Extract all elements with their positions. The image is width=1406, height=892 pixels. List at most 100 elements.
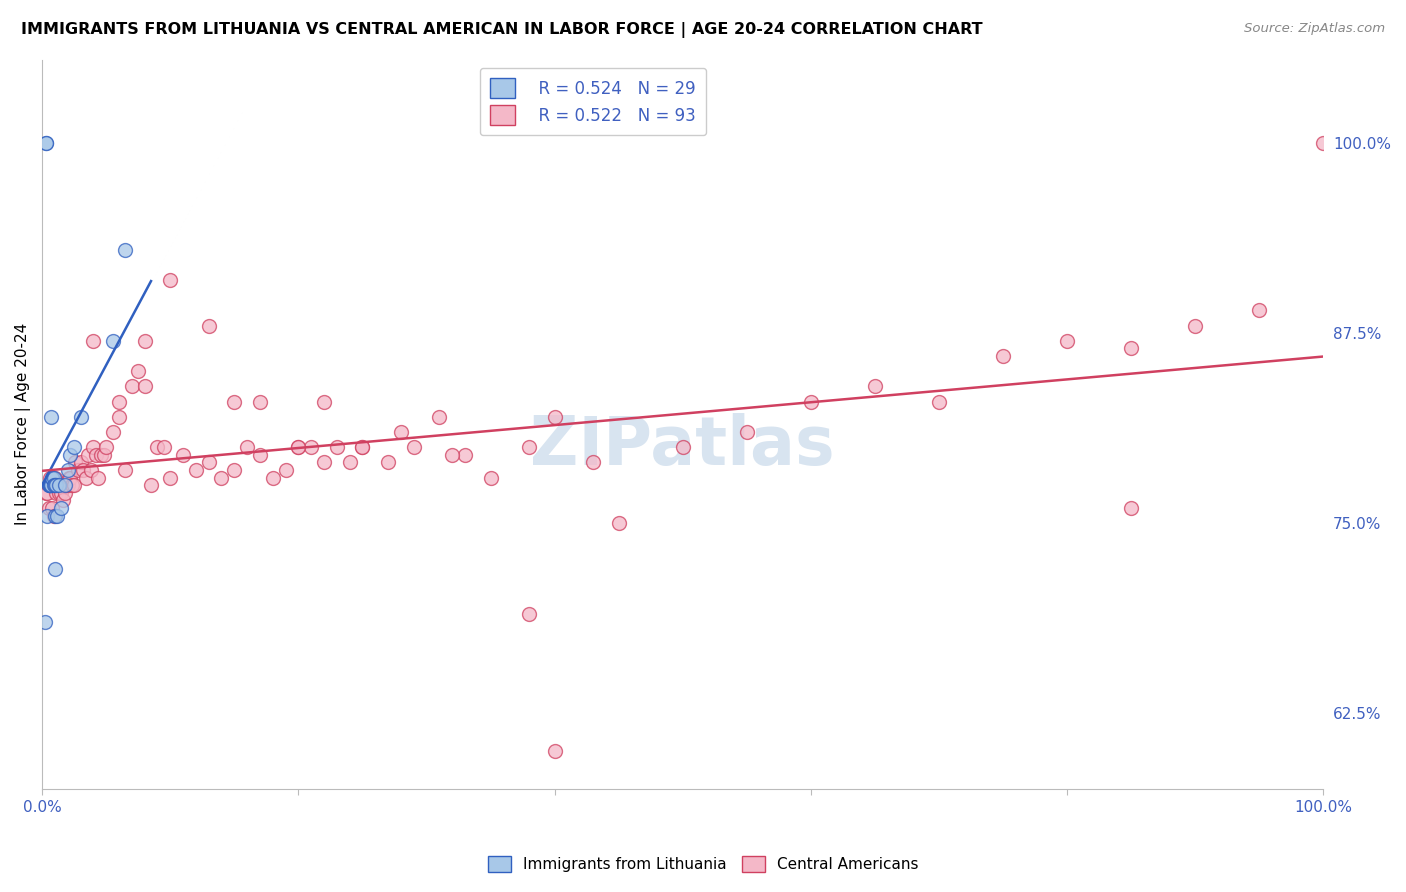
Point <box>172 448 194 462</box>
Point <box>479 470 502 484</box>
Point <box>352 440 374 454</box>
Point <box>127 364 149 378</box>
Point <box>1056 334 1078 348</box>
Point <box>735 425 758 439</box>
Point <box>134 379 156 393</box>
Point <box>66 463 89 477</box>
Point <box>46 478 69 492</box>
Point <box>59 470 82 484</box>
Point <box>262 470 284 484</box>
Point <box>339 455 361 469</box>
Point <box>114 463 136 477</box>
Point <box>38 500 60 515</box>
Point <box>55 478 77 492</box>
Point <box>108 409 131 424</box>
Point <box>44 470 66 484</box>
Point <box>44 478 66 492</box>
Point <box>58 470 80 484</box>
Point <box>90 448 112 462</box>
Point <box>159 470 181 484</box>
Point <box>211 470 233 484</box>
Point <box>274 463 297 477</box>
Point <box>1119 342 1142 356</box>
Legend: Immigrants from Lithuania, Central Americans: Immigrants from Lithuania, Central Ameri… <box>479 848 927 880</box>
Point <box>134 334 156 348</box>
Point <box>35 136 58 151</box>
Point <box>543 744 565 758</box>
Point <box>236 440 259 454</box>
Point <box>38 478 60 492</box>
Point <box>101 425 124 439</box>
Point <box>800 394 823 409</box>
Point <box>45 478 67 492</box>
Point <box>326 440 349 454</box>
Point <box>543 409 565 424</box>
Point <box>35 136 58 151</box>
Point <box>389 425 412 439</box>
Point <box>52 493 75 508</box>
Point <box>80 463 103 477</box>
Point <box>45 485 67 500</box>
Point <box>312 455 335 469</box>
Point <box>41 470 63 484</box>
Point <box>60 478 83 492</box>
Text: ZIPatlas: ZIPatlas <box>530 413 835 479</box>
Point <box>96 440 118 454</box>
Text: IMMIGRANTS FROM LITHUANIA VS CENTRAL AMERICAN IN LABOR FORCE | AGE 20-24 CORRELA: IMMIGRANTS FROM LITHUANIA VS CENTRAL AME… <box>21 22 983 38</box>
Point <box>63 478 86 492</box>
Point <box>59 448 82 462</box>
Point <box>39 478 62 492</box>
Point <box>75 470 97 484</box>
Point <box>77 448 100 462</box>
Point <box>38 478 60 492</box>
Point <box>159 273 181 287</box>
Point <box>39 409 62 424</box>
Point <box>48 485 70 500</box>
Point <box>863 379 886 393</box>
Point <box>1119 500 1142 515</box>
Point <box>41 500 63 515</box>
Point <box>53 485 76 500</box>
Point <box>607 516 630 531</box>
Point <box>312 394 335 409</box>
Point <box>224 463 246 477</box>
Point <box>42 478 65 492</box>
Point <box>402 440 425 454</box>
Point <box>82 440 104 454</box>
Point <box>42 508 65 523</box>
Point <box>56 463 79 477</box>
Point <box>44 562 66 576</box>
Point <box>63 440 86 454</box>
Point <box>299 440 322 454</box>
Point <box>197 318 219 333</box>
Point <box>249 448 271 462</box>
Point <box>38 478 60 492</box>
Point <box>672 440 695 454</box>
Point <box>224 394 246 409</box>
Point <box>53 478 76 492</box>
Point <box>82 334 104 348</box>
Point <box>114 243 136 257</box>
Point <box>146 440 169 454</box>
Point <box>352 440 374 454</box>
Point <box>249 394 271 409</box>
Point <box>41 470 63 484</box>
Point <box>101 334 124 348</box>
Point <box>991 349 1014 363</box>
Point <box>517 607 540 622</box>
Point <box>39 478 62 492</box>
Point <box>38 470 60 484</box>
Point <box>37 485 59 500</box>
Point <box>582 455 605 469</box>
Point <box>42 470 65 484</box>
Point <box>38 478 60 492</box>
Point <box>34 615 56 629</box>
Y-axis label: In Labor Force | Age 20-24: In Labor Force | Age 20-24 <box>15 323 31 525</box>
Point <box>35 485 58 500</box>
Point <box>37 508 59 523</box>
Point <box>93 448 115 462</box>
Point <box>287 440 309 454</box>
Point <box>46 508 69 523</box>
Point <box>517 440 540 454</box>
Point <box>441 448 464 462</box>
